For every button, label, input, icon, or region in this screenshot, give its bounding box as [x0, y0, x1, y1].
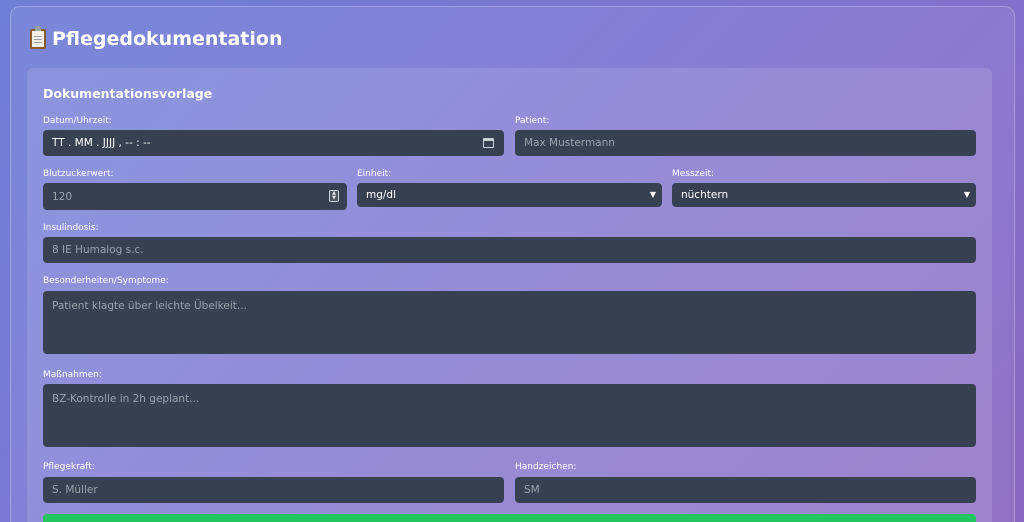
calendar-icon[interactable] — [483, 138, 494, 148]
datetime-value: TT . MM . JJJJ , -- : -- — [52, 137, 151, 149]
glucose-input[interactable]: 120 ▲ ▼ — [43, 183, 347, 210]
initials-input[interactable]: SM — [515, 477, 976, 503]
nurse-label: Pflegekraft: — [43, 462, 95, 472]
spinner-icon[interactable]: ▲ ▼ — [329, 190, 339, 202]
glucose-label: Blutzuckerwert: — [43, 169, 114, 179]
measures-label: Maßnahmen: — [43, 370, 102, 380]
clipboard-icon — [30, 26, 46, 49]
patient-placeholder: Max Mustermann — [524, 137, 615, 149]
unit-value: mg/dl — [366, 189, 397, 201]
glucose-placeholder: 120 — [52, 190, 73, 203]
patient-input[interactable]: Max Mustermann — [515, 130, 976, 156]
nurse-placeholder: S. Müller — [52, 484, 98, 496]
time-value: nüchtern — [681, 189, 729, 201]
chevron-down-icon: ▼ — [649, 190, 656, 199]
time-select[interactable]: nüchtern ▼ — [672, 183, 976, 207]
nurse-input[interactable]: S. Müller — [43, 477, 504, 503]
symptoms-textarea[interactable]: Patient klagte über leichte Übelkeit... — [43, 291, 976, 354]
initials-label: Handzeichen: — [515, 462, 577, 472]
insulin-placeholder: 8 IE Humalog s.c. — [52, 244, 144, 256]
patient-label: Patient: — [515, 116, 550, 126]
page-title: Pflegedokumentation — [30, 26, 283, 50]
page-title-text: Pflegedokumentation — [52, 28, 283, 50]
symptoms-placeholder: Patient klagte über leichte Übelkeit... — [52, 300, 247, 312]
measures-textarea[interactable]: BZ-Kontrolle in 2h geplant... — [43, 384, 976, 447]
time-label: Messzeit: — [672, 169, 715, 179]
unit-label: Einheit: — [357, 169, 392, 179]
section-title: Dokumentationsvorlage — [43, 86, 213, 101]
submit-button[interactable] — [43, 514, 976, 522]
initials-placeholder: SM — [524, 484, 540, 496]
measures-placeholder: BZ-Kontrolle in 2h geplant... — [52, 393, 200, 405]
insulin-input[interactable]: 8 IE Humalog s.c. — [43, 237, 976, 263]
chevron-down-icon: ▼ — [963, 190, 970, 199]
insulin-label: Insulindosis: — [43, 223, 99, 233]
datetime-input[interactable]: TT . MM . JJJJ , -- : -- — [43, 130, 504, 156]
unit-select[interactable]: mg/dl ▼ — [357, 183, 662, 207]
datetime-label: Datum/Uhrzeit: — [43, 116, 112, 126]
symptoms-label: Besonderheiten/Symptome: — [43, 276, 169, 286]
